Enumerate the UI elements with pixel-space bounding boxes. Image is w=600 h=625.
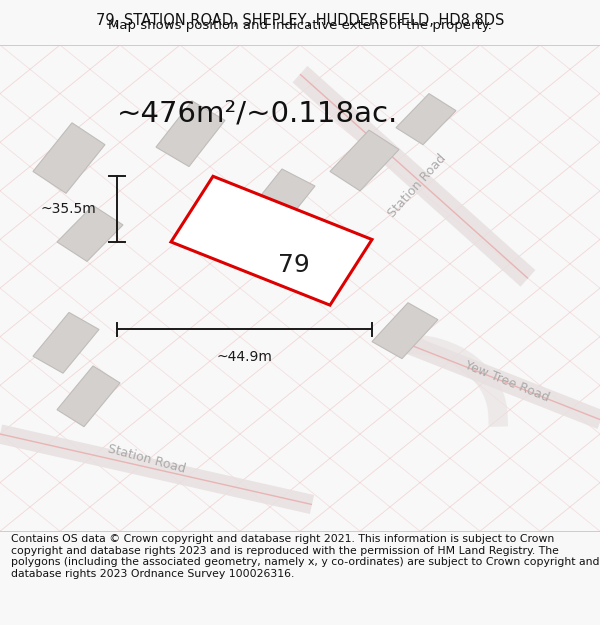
Text: ~476m²/~0.118ac.: ~476m²/~0.118ac. (118, 99, 398, 127)
Polygon shape (33, 122, 105, 193)
Text: ~44.9m: ~44.9m (217, 350, 272, 364)
Polygon shape (57, 366, 120, 427)
Text: ~35.5m: ~35.5m (40, 202, 96, 216)
Text: 79: 79 (278, 253, 310, 277)
Polygon shape (156, 101, 225, 166)
Polygon shape (396, 94, 456, 144)
Polygon shape (171, 176, 372, 305)
Text: Yew Tree Road: Yew Tree Road (463, 359, 551, 404)
Polygon shape (33, 312, 99, 373)
Text: Contains OS data © Crown copyright and database right 2021. This information is : Contains OS data © Crown copyright and d… (11, 534, 599, 579)
Text: Station Road: Station Road (107, 442, 187, 476)
Polygon shape (372, 302, 438, 359)
Polygon shape (249, 169, 315, 228)
Text: Map shows position and indicative extent of the property.: Map shows position and indicative extent… (108, 19, 492, 32)
Text: Station Road: Station Road (385, 152, 449, 220)
Text: 79, STATION ROAD, SHEPLEY, HUDDERSFIELD, HD8 8DS: 79, STATION ROAD, SHEPLEY, HUDDERSFIELD,… (96, 12, 504, 28)
Polygon shape (330, 130, 399, 191)
Polygon shape (57, 206, 123, 261)
